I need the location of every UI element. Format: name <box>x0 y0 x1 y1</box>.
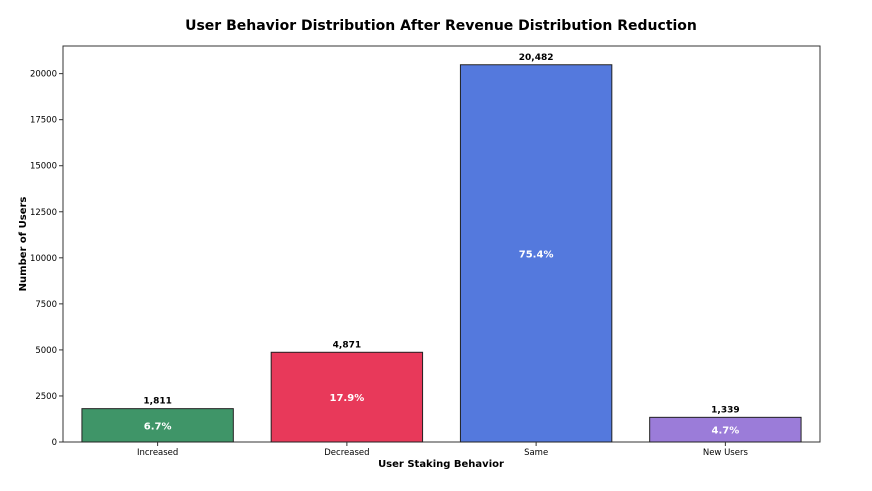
bar-same <box>459 64 613 443</box>
bar-percent-label: 4.7% <box>712 426 740 437</box>
bars-group: 1,811 6.7% 4,871 17.9% 20,482 75.4% 1,339 4.7% <box>81 53 802 443</box>
bar-value-label: 4,871 <box>333 340 361 350</box>
y-tick-label: 5000 <box>35 346 57 356</box>
bar-value-label: 1,339 <box>711 405 739 415</box>
y-tick-label: 10000 <box>30 254 57 264</box>
y-tick-label: 17500 <box>30 116 57 126</box>
x-axis-ticks: Increased Decreased Same New Users <box>137 442 749 458</box>
y-tick-label: 20000 <box>30 70 57 80</box>
bar-new-users <box>649 416 802 443</box>
bar-percent-label: 6.7% <box>144 421 172 432</box>
bar-percent-label: 17.9% <box>330 393 365 404</box>
y-tick-label: 2500 <box>35 392 57 402</box>
y-axis-ticks: 0 2500 5000 7500 10000 12500 15000 17500 20000 <box>30 70 63 448</box>
x-tick-label: New Users <box>703 448 749 458</box>
y-tick-label: 7500 <box>35 300 57 310</box>
y-tick-label: 0 <box>52 438 57 448</box>
x-axis-label: User Staking Behavior <box>378 459 504 470</box>
chart-title: User Behavior Distribution After Revenue… <box>185 18 697 34</box>
bar-value-label: 1,811 <box>143 397 171 407</box>
y-tick-label: 15000 <box>30 162 57 172</box>
plot-area <box>62 45 821 443</box>
x-tick-label: Increased <box>137 448 178 458</box>
bar-value-label: 20,482 <box>519 53 554 63</box>
x-tick-label: Decreased <box>324 448 369 458</box>
bar-decreased <box>270 351 424 443</box>
bar-percent-label: 75.4% <box>519 249 554 260</box>
x-tick-label: Same <box>524 448 548 458</box>
y-axis-label: Number of Users <box>18 197 29 292</box>
bar-increased <box>81 408 234 443</box>
y-tick-label: 12500 <box>30 208 57 218</box>
